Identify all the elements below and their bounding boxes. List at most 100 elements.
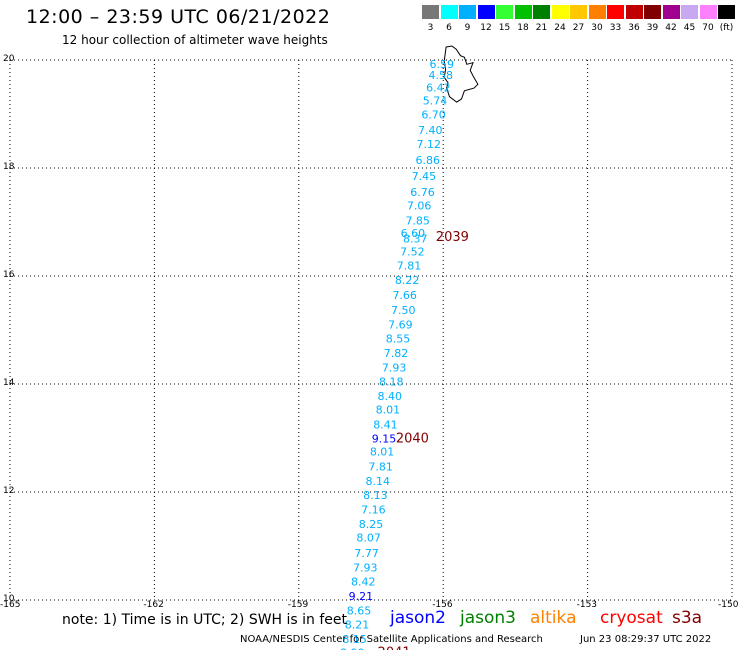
- wave-height-label: 7.66: [392, 289, 417, 302]
- wave-height-label: 7.40: [418, 124, 443, 137]
- wave-height-label: 7.06: [407, 200, 432, 213]
- latitude-label: 14: [3, 378, 15, 388]
- scale-label: 42: [665, 23, 677, 33]
- wave-height-label: 7.69: [388, 318, 413, 331]
- wave-height-label: 8.25: [359, 518, 384, 531]
- scale-swatch: [607, 5, 624, 19]
- wave-height-label: 7.50: [391, 304, 416, 317]
- wave-height-label: 8.40: [378, 390, 403, 403]
- generated-timestamp: Jun 23 08:29:37 UTC 2022: [580, 634, 712, 645]
- pass-time-label: 2041: [378, 646, 411, 650]
- pass-time-label: 2039: [436, 230, 469, 245]
- wave-height-label: 8.13: [363, 489, 388, 502]
- scale-label: 45: [683, 23, 696, 33]
- lat-lon-grid: [9, 59, 733, 601]
- scale-label: 6: [446, 23, 452, 33]
- map-subtitle: 12 hour collection of altimeter wave hei…: [62, 33, 328, 47]
- wave-height-label: 7.81: [397, 260, 422, 273]
- scale-label: 21: [535, 23, 548, 33]
- wave-height-label: 8.42: [351, 575, 376, 588]
- units-note: note: 1) Time is in UTC; 2) SWH is in fe…: [62, 612, 348, 628]
- wave-height-label: 5.74: [423, 94, 448, 107]
- wave-height-label: 6.70: [421, 108, 446, 121]
- scale-swatch: [662, 5, 680, 19]
- wave-height-label: 8.01: [370, 445, 395, 458]
- scale-swatch: [699, 5, 717, 19]
- wave-height-label: 7.81: [368, 460, 393, 473]
- scale-label: 70: [702, 23, 714, 33]
- longitude-label: -165: [0, 600, 21, 610]
- scale-label: 12: [480, 23, 492, 33]
- wave-height-label: 8.07: [356, 532, 381, 545]
- wave-height-label: 8.37: [403, 233, 428, 246]
- wave-height-label: 7.16: [361, 504, 386, 517]
- latitude-label: 16: [3, 270, 15, 280]
- scale-label: 15: [498, 23, 511, 33]
- satellite-legend-item: cryosat: [600, 608, 663, 628]
- scale-label: 30: [591, 23, 603, 33]
- wave-height-label: 6.86: [416, 154, 441, 167]
- scale-swatch: [570, 5, 587, 19]
- scale-swatch: [625, 5, 643, 19]
- wave-height-label: 8.41: [373, 418, 398, 431]
- scale-swatch: [440, 5, 458, 19]
- scale-label: 3: [427, 23, 434, 33]
- wave-height-label: 8.18: [379, 376, 404, 389]
- scale-swatch: [533, 5, 550, 19]
- wave-height-label: 6.76: [410, 186, 435, 199]
- scale-swatch: [477, 5, 495, 19]
- scale-swatch: [551, 5, 569, 19]
- scale-swatch: [718, 5, 735, 19]
- wave-height-label: 7.45: [412, 170, 437, 183]
- longitude-label: -156: [432, 600, 453, 610]
- pass-time-label: 2040: [396, 431, 429, 446]
- latitude-label: 20: [3, 54, 15, 64]
- wave-height-label: 7.12: [417, 138, 442, 151]
- wave-height-label: 8.90: [340, 647, 365, 650]
- latitude-label: 10: [3, 594, 15, 604]
- scale-swatch: [459, 5, 476, 19]
- satellite-legend-item: s3a: [672, 608, 703, 628]
- wave-height-observations: 6.594.586.425.746.70 7.407.12 6.86 7.45 6.76…: [340, 58, 454, 650]
- wave-height-label: 9.21: [349, 590, 374, 603]
- scale-swatch: [588, 5, 606, 19]
- longitude-label: -159: [287, 600, 309, 610]
- big-island-coastline: [443, 45, 479, 103]
- scale-swatch: [514, 5, 532, 19]
- wave-height-label: 7.93: [353, 561, 378, 574]
- satellite-legend-item: altika: [530, 608, 577, 628]
- scale-label: (ft): [719, 23, 734, 33]
- wave-height-label: 7.93: [382, 362, 407, 375]
- wave-height-label: 6.60: [401, 227, 426, 240]
- wave-height-label: 8.21: [345, 619, 370, 632]
- scale-swatch: [496, 5, 513, 19]
- scale-label: 9: [464, 23, 471, 33]
- longitude-label: -153: [576, 600, 598, 610]
- scale-swatch: [681, 5, 698, 19]
- scale-label: 24: [554, 23, 566, 33]
- scale-swatch: [422, 5, 439, 19]
- wave-height-label: 4.58: [429, 69, 454, 82]
- wave-height-label: 7.52: [400, 245, 425, 258]
- wave-height-label: 7.82: [384, 347, 409, 360]
- wave-height-label: 8.01: [376, 404, 401, 417]
- scale-label: 33: [609, 23, 622, 33]
- longitude-label: -150: [718, 600, 739, 610]
- wave-height-label: 6.42: [426, 81, 451, 94]
- longitude-label: -162: [143, 600, 164, 610]
- scale-label: 39: [646, 23, 659, 33]
- latitude-label: 18: [3, 162, 15, 172]
- scale-swatch: [644, 5, 661, 19]
- satellite-legend-item: jason3: [460, 608, 516, 628]
- wave-height-label: 8.14: [365, 475, 390, 488]
- latitude-label: 12: [3, 486, 15, 496]
- satellite-legend-item: jason2: [390, 608, 446, 628]
- scale-label: 18: [517, 23, 529, 33]
- pass-time-labels: 2039 2040 2041: [378, 230, 469, 650]
- wave-height-label: 9.15: [372, 432, 397, 445]
- scale-label: 36: [628, 23, 640, 33]
- scale-label: 27: [572, 23, 585, 33]
- wave-height-label: 7.77: [354, 547, 379, 560]
- wave-height-label: 8.55: [386, 332, 411, 345]
